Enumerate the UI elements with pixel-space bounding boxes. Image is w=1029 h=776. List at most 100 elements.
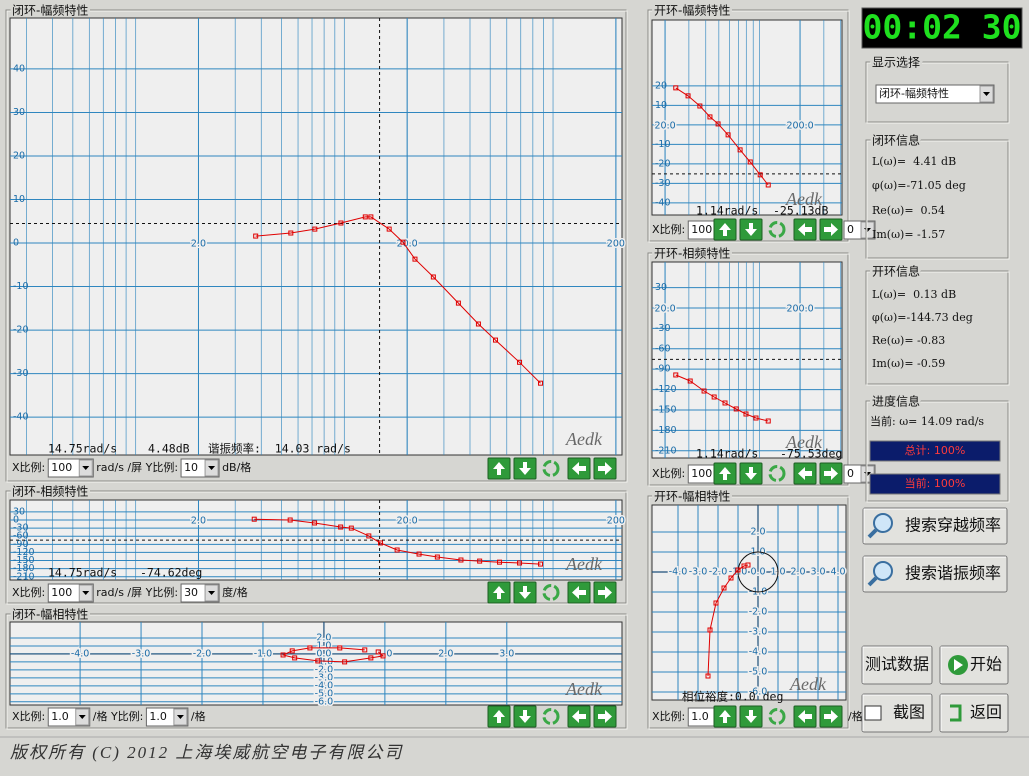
group-box	[5, 490, 627, 604]
button[interactable]	[861, 645, 933, 685]
x-tick-label: 20.0	[397, 516, 418, 527]
select-value: 1.0	[149, 710, 167, 723]
x-tick-label: 200.0	[786, 120, 813, 131]
x-tick-label: -4.0	[669, 567, 688, 578]
button-reset[interactable]	[768, 221, 786, 238]
x-tick-label: 4.0	[830, 567, 845, 578]
search-icon	[873, 513, 893, 533]
y-tick-label: 2.0	[750, 527, 765, 538]
readout: 14.75rad/s	[48, 566, 117, 580]
y-tick-label: -210	[655, 445, 677, 456]
data-point	[517, 560, 523, 566]
watermark: Aedk	[789, 674, 827, 694]
y-tick-label: 30	[655, 282, 667, 293]
data-point	[697, 103, 703, 109]
data-point	[728, 575, 734, 581]
y-tick-label: -180	[13, 563, 35, 574]
y-tick-label: -2.0	[315, 664, 334, 675]
plot-area	[9, 621, 623, 706]
group-box	[865, 61, 1009, 123]
data-point	[735, 567, 741, 573]
group-box-edge	[6, 614, 628, 730]
button-right-icon	[824, 467, 838, 480]
data-point	[368, 655, 374, 661]
button-right-icon	[824, 223, 838, 236]
panel-title: 闭环-幅相特性	[12, 607, 88, 622]
button[interactable]	[939, 693, 1009, 733]
button[interactable]	[861, 693, 933, 733]
data-point	[362, 214, 368, 220]
plot-area	[651, 261, 843, 459]
y-tick-label: -90	[13, 539, 29, 550]
open-info-line: Im(ω)= -0.59	[872, 357, 945, 370]
progress-label: 当前: 100%	[905, 476, 966, 490]
data-point	[251, 516, 257, 522]
timer: 00:02 30	[863, 8, 1022, 47]
plot-area	[651, 19, 843, 216]
y-tick-label: 10	[13, 194, 25, 205]
button-label: 截图	[893, 703, 925, 722]
button-label: 返回	[970, 703, 1002, 722]
data-point	[753, 415, 759, 421]
control-label: 度/格	[222, 585, 248, 599]
y-tick-label: -90	[655, 364, 671, 375]
button-reset[interactable]	[542, 460, 560, 477]
y-tick-label: -1.0	[315, 656, 334, 667]
button-left-icon	[572, 710, 586, 723]
y-tick-label: -4.0	[315, 680, 334, 691]
data-point	[289, 648, 295, 654]
group-title: 进度信息	[872, 394, 920, 409]
data-point	[685, 93, 691, 99]
response-curve	[675, 87, 769, 186]
data-point	[342, 659, 348, 665]
data-point	[307, 645, 313, 651]
data-point	[747, 159, 753, 165]
readout: 1.14rad/s	[696, 204, 758, 218]
x-tick-label: 2.0	[790, 567, 805, 578]
button-label: 开始	[970, 655, 1002, 674]
data-point	[348, 525, 354, 531]
group-box-edge	[648, 253, 850, 487]
button-up-icon	[719, 467, 731, 480]
button[interactable]	[862, 555, 1008, 593]
data-point	[765, 182, 771, 188]
watermark: Aedk	[565, 429, 603, 449]
group-box-edge	[866, 401, 1010, 503]
control-label: rad/s /屏 Y比例:	[96, 460, 178, 474]
x-tick-label: 200	[607, 239, 625, 250]
button[interactable]	[862, 507, 1008, 545]
y-tick-label: -3.0	[749, 627, 768, 638]
button-left-icon	[572, 462, 586, 475]
button-right-icon	[598, 710, 612, 723]
data-point	[377, 540, 383, 546]
watermark: Aedk	[785, 189, 823, 209]
progress-label: 总计: 100%	[905, 443, 966, 457]
group-title: 开环信息	[872, 264, 920, 279]
open-info-line: L(ω)= 0.13 dB	[872, 288, 956, 301]
button-label: 搜索谐振频率	[905, 564, 1001, 583]
data-point	[412, 256, 418, 262]
button-reset[interactable]	[542, 708, 560, 725]
readout: 谐振频率: 14.03 rad/s	[208, 442, 351, 456]
data-point	[707, 114, 713, 120]
control-label: dB/格	[222, 460, 251, 474]
group-title: 闭环信息	[872, 133, 920, 148]
response-curve	[255, 216, 541, 384]
response-curve	[281, 647, 385, 663]
button-down-icon	[519, 710, 531, 723]
select-arrow	[82, 466, 90, 470]
button-reset[interactable]	[542, 584, 560, 601]
control-label: /格	[848, 709, 863, 723]
control-label: /格 Y比例:	[93, 709, 144, 723]
button-highlight	[940, 694, 1007, 731]
x-tick-label: 20.0	[655, 120, 676, 131]
select-box[interactable]	[875, 84, 995, 104]
button-reset[interactable]	[768, 708, 786, 725]
data-point	[288, 230, 294, 236]
button-right-icon	[824, 710, 838, 723]
panel-title: 开环-相频特性	[654, 246, 730, 261]
data-point	[497, 559, 503, 565]
group-box-edge	[648, 10, 850, 243]
control-label: X比例:	[652, 709, 685, 723]
button-reset[interactable]	[768, 465, 786, 482]
